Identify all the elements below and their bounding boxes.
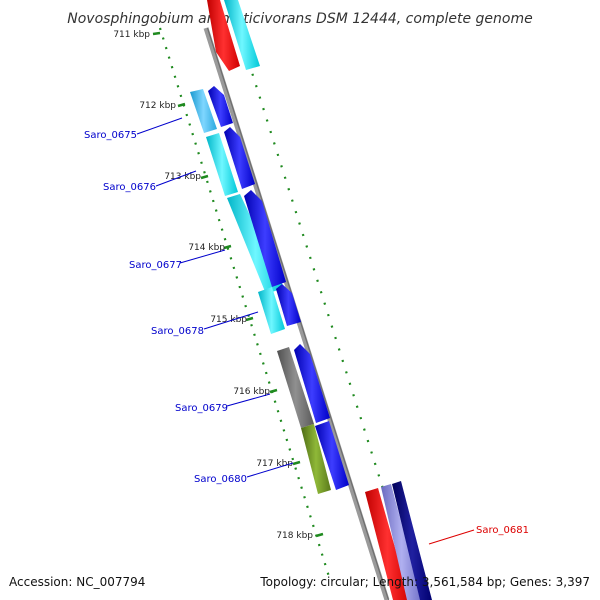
cds-arrow-0678: [276, 284, 301, 326]
gc-content-track: [158, 27, 420, 600]
scale-label-711: 711 kbp: [113, 30, 150, 40]
gene-label-0677[interactable]: Saro_0677: [129, 260, 182, 271]
feature-block-0679: [277, 347, 314, 428]
leader-0676: [155, 170, 197, 187]
cds-arrow-top-red: [207, 0, 240, 71]
gene-labels: Saro_0675 Saro_0676 Saro_0677 Saro_0678 …: [84, 130, 529, 536]
feature-block-0678: [258, 287, 285, 334]
gene-label-0679[interactable]: Saro_0679: [175, 403, 228, 414]
scale-label-717: 717 kbp: [256, 459, 293, 469]
scale-label-715: 715 kbp: [210, 315, 247, 325]
cds-arrow-0681-navy: [392, 481, 432, 600]
leader-0680: [246, 462, 294, 478]
feature-block-0680: [301, 424, 331, 494]
cds-arrow-0675: [208, 86, 233, 127]
scale-labels: 711 kbp 712 kbp 713 kbp 714 kbp 715 kbp …: [113, 30, 313, 541]
feature-block-top-cyan: [224, 0, 260, 70]
cds-arrow-0676: [224, 127, 255, 189]
gene-label-0675[interactable]: Saro_0675: [84, 130, 137, 141]
scale-label-712: 712 kbp: [139, 101, 176, 111]
scale-label-718: 718 kbp: [276, 531, 313, 541]
scale-tick-marks: [152, 31, 324, 538]
accession-text: Accession: NC_007794: [9, 575, 145, 589]
feature-block-0676: [206, 133, 238, 196]
cds-arrow-0679: [294, 344, 330, 423]
cds-arrow-0677: [244, 190, 286, 287]
leader-0679: [226, 393, 271, 407]
cds-track: [207, 0, 432, 600]
map-title: Novosphingobium aromaticivorans DSM 1244…: [67, 11, 532, 27]
cds-arrow-0680: [315, 421, 349, 490]
gc-track-inner: [158, 27, 332, 581]
feature-block-0675: [190, 89, 217, 133]
gene-leader-lines: [136, 117, 475, 545]
leader-0675: [136, 117, 183, 135]
gene-label-0678[interactable]: Saro_0678: [151, 326, 204, 337]
gene-label-0676[interactable]: Saro_0676: [103, 182, 156, 193]
leader-0678: [203, 311, 259, 330]
topology-text: Topology: circular; Length: 3,561,584 bp…: [259, 575, 590, 589]
scale-label-716: 716 kbp: [233, 387, 270, 397]
leader-0677: [179, 249, 226, 264]
cds-arrow-0681-pale: [381, 484, 422, 600]
scale-label-713: 713 kbp: [164, 172, 201, 182]
cds-arrow-0681-red: [365, 488, 410, 600]
gene-label-0681[interactable]: Saro_0681: [476, 525, 529, 536]
leader-0681: [428, 529, 475, 545]
gene-label-0680[interactable]: Saro_0680: [194, 474, 247, 485]
scale-label-714: 714 kbp: [188, 243, 225, 253]
